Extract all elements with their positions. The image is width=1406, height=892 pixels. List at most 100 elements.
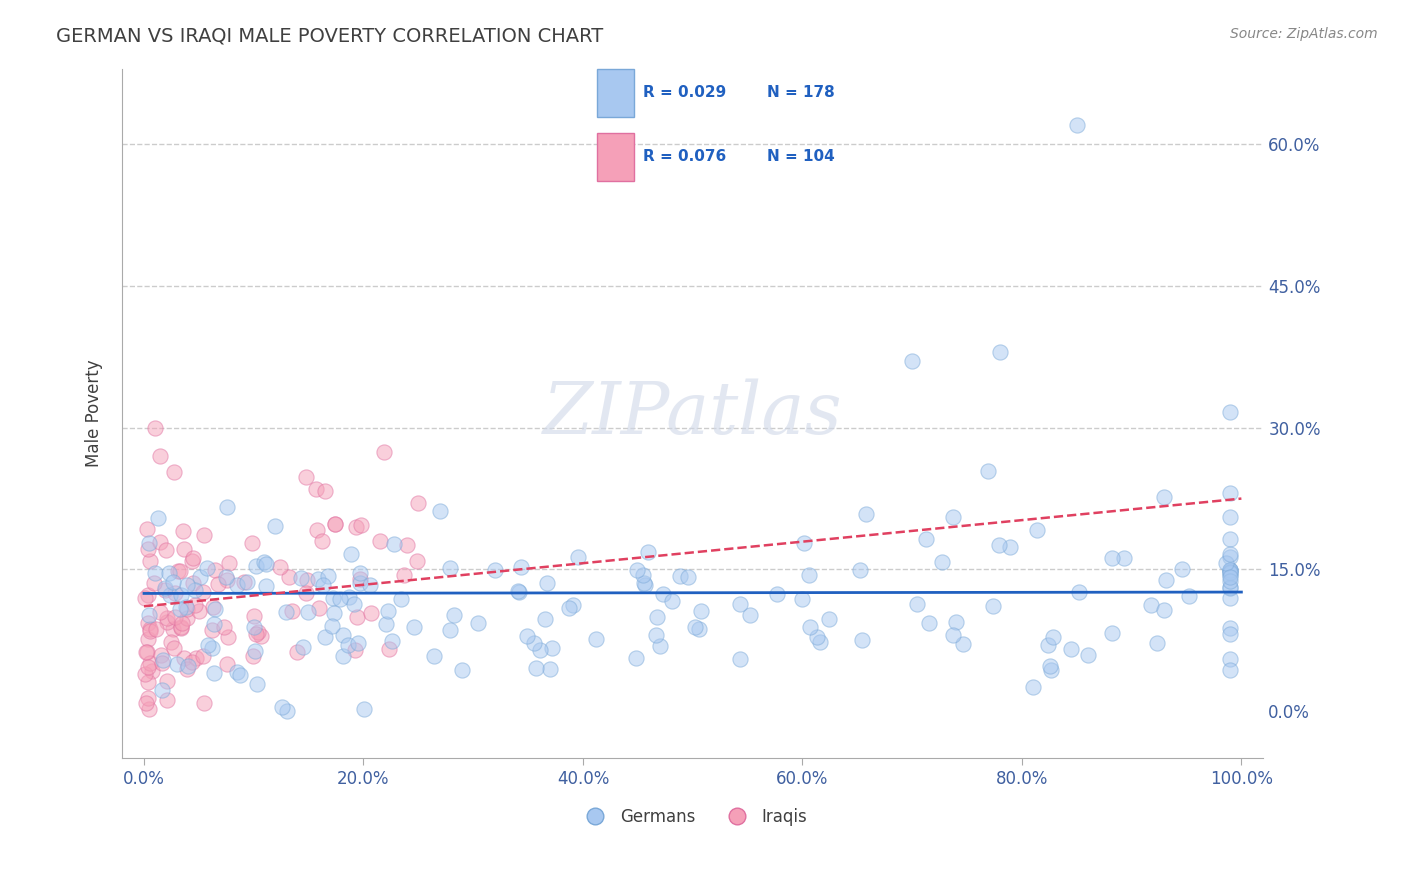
Point xyxy=(370,533,392,548)
Point xyxy=(240,536,263,550)
Point xyxy=(276,704,298,718)
Point xyxy=(1146,636,1168,650)
Point xyxy=(153,581,176,595)
Point xyxy=(439,561,461,575)
Point xyxy=(808,635,831,649)
Point xyxy=(626,563,648,577)
Point xyxy=(1219,532,1241,546)
Point xyxy=(136,660,159,674)
Point xyxy=(391,591,413,606)
Point xyxy=(253,555,276,569)
Point xyxy=(676,569,699,583)
Point xyxy=(149,449,172,463)
Point xyxy=(508,584,530,599)
Point xyxy=(1039,663,1062,677)
Point xyxy=(1219,621,1241,635)
Text: N = 178: N = 178 xyxy=(766,86,835,100)
Point xyxy=(402,620,425,634)
Point xyxy=(245,559,267,574)
Point xyxy=(285,645,308,659)
Point xyxy=(346,609,368,624)
Point xyxy=(792,592,814,607)
Point xyxy=(312,578,335,592)
Point xyxy=(274,605,297,619)
Point xyxy=(375,617,398,632)
Point xyxy=(193,528,215,542)
Point xyxy=(1219,405,1241,419)
Point xyxy=(226,665,249,680)
Point xyxy=(187,604,209,618)
Point xyxy=(202,666,225,681)
Point xyxy=(1219,574,1241,588)
Point xyxy=(295,573,318,587)
Point xyxy=(347,636,370,650)
Point xyxy=(166,564,188,578)
Point xyxy=(226,578,249,592)
Point xyxy=(136,632,159,647)
Text: Source: ZipAtlas.com: Source: ZipAtlas.com xyxy=(1230,27,1378,41)
Point xyxy=(1101,550,1123,565)
Point xyxy=(626,651,648,665)
Point xyxy=(942,509,965,524)
Point xyxy=(183,598,205,612)
Point xyxy=(1219,566,1241,580)
Point xyxy=(1153,603,1175,617)
Point xyxy=(138,536,160,550)
Point xyxy=(332,628,354,642)
Point xyxy=(146,510,169,524)
Text: R = 0.029: R = 0.029 xyxy=(643,86,727,100)
Point xyxy=(1219,566,1241,580)
Point xyxy=(294,470,316,484)
Point xyxy=(1036,638,1059,652)
Point xyxy=(295,586,318,600)
Point xyxy=(176,611,198,625)
Point xyxy=(156,615,179,630)
Point xyxy=(1219,652,1241,666)
Point xyxy=(202,616,225,631)
Point xyxy=(169,601,191,615)
Bar xyxy=(596,133,634,181)
Point xyxy=(652,587,675,601)
Point xyxy=(1060,641,1083,656)
Point xyxy=(395,538,418,552)
Point xyxy=(141,664,163,678)
Point xyxy=(1153,490,1175,504)
Point xyxy=(242,648,264,663)
Point xyxy=(163,640,186,655)
Point xyxy=(191,648,214,663)
Point xyxy=(247,625,270,640)
Point xyxy=(215,570,238,584)
Point xyxy=(1219,563,1241,577)
Text: N = 104: N = 104 xyxy=(766,150,835,164)
Point xyxy=(149,606,172,620)
Point xyxy=(170,616,193,631)
Point xyxy=(689,604,711,618)
Point xyxy=(307,572,329,586)
Y-axis label: Male Poverty: Male Poverty xyxy=(86,359,103,467)
Point xyxy=(325,516,347,531)
Point xyxy=(195,561,218,575)
Point xyxy=(451,663,474,677)
Point xyxy=(633,575,655,590)
Point xyxy=(728,652,751,666)
Point xyxy=(152,652,174,666)
Point xyxy=(523,636,546,650)
Point xyxy=(322,607,344,621)
Point xyxy=(1101,626,1123,640)
Point xyxy=(541,640,564,655)
Point xyxy=(332,648,354,663)
Point xyxy=(343,597,366,611)
Point xyxy=(1140,599,1163,613)
Point xyxy=(981,599,1004,613)
Point xyxy=(322,591,344,605)
Point xyxy=(337,638,360,652)
Point xyxy=(534,612,557,626)
Point xyxy=(159,588,181,602)
Point xyxy=(1215,556,1237,570)
Point xyxy=(381,633,404,648)
Point xyxy=(180,655,202,669)
Point xyxy=(136,691,159,706)
Text: GERMAN VS IRAQI MALE POVERTY CORRELATION CHART: GERMAN VS IRAQI MALE POVERTY CORRELATION… xyxy=(56,27,603,45)
Point xyxy=(165,586,187,600)
Point xyxy=(1219,580,1241,594)
